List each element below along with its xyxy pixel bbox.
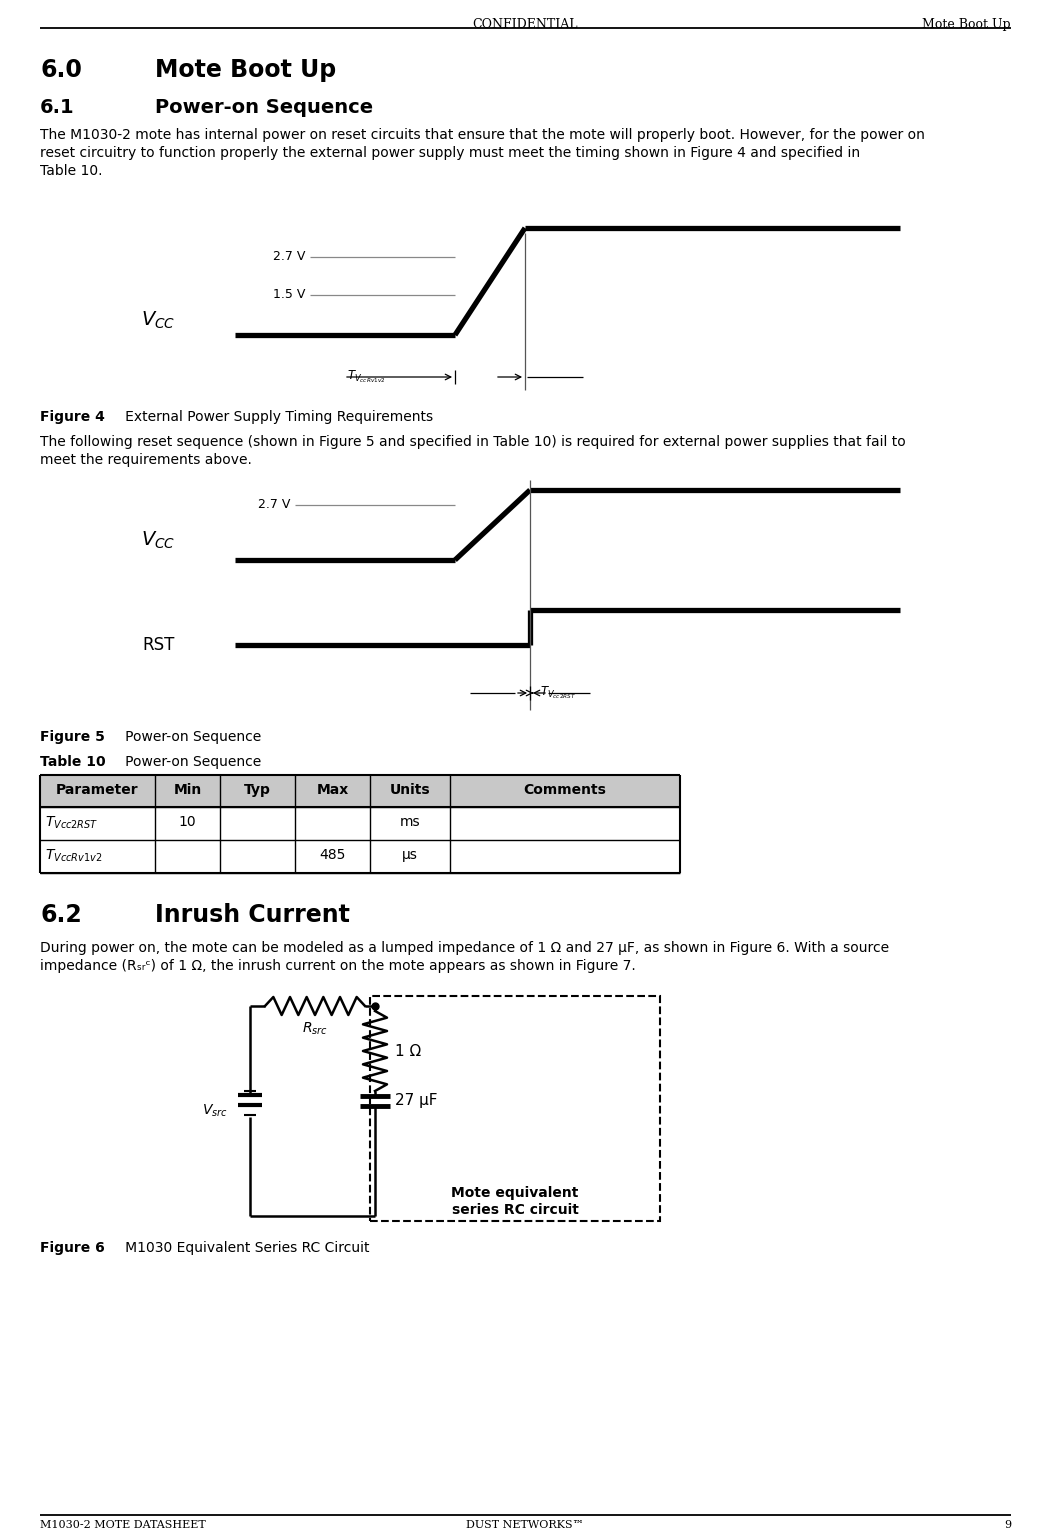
Text: $T_{Vcc2RST}$: $T_{Vcc2RST}$ [45, 815, 99, 832]
Text: series RC circuit: series RC circuit [452, 1203, 578, 1217]
Text: impedance (Rₛᵣᶜ) of 1 Ω, the inrush current on the mote appears as shown in Figu: impedance (Rₛᵣᶜ) of 1 Ω, the inrush curr… [40, 959, 636, 973]
Text: Table 10.: Table 10. [40, 163, 103, 179]
Text: Max: Max [316, 782, 349, 798]
Text: Units: Units [390, 782, 430, 798]
Text: CONFIDENTIAL: CONFIDENTIAL [472, 18, 578, 31]
Text: 2.7 V: 2.7 V [272, 251, 305, 263]
Text: 6.1: 6.1 [40, 99, 75, 117]
Text: $V_{CC}$: $V_{CC}$ [141, 310, 176, 331]
Text: Mote Boot Up: Mote Boot Up [154, 59, 336, 82]
Text: 27 μF: 27 μF [395, 1093, 437, 1109]
Text: Typ: Typ [244, 782, 271, 798]
Text: 6.2: 6.2 [40, 902, 82, 927]
Text: DUST NETWORKS™: DUST NETWORKS™ [467, 1520, 584, 1531]
Text: 485: 485 [320, 849, 346, 862]
Text: $T_{V_{cc2RST}}$: $T_{V_{cc2RST}}$ [540, 685, 576, 701]
Text: 1 Ω: 1 Ω [395, 1044, 421, 1058]
Text: Table 10: Table 10 [40, 755, 105, 768]
Text: 10: 10 [179, 815, 197, 829]
Text: Parameter: Parameter [56, 782, 139, 798]
Text: Figure 6: Figure 6 [40, 1241, 105, 1255]
Text: $T_{VccRv1v2}$: $T_{VccRv1v2}$ [45, 849, 102, 864]
Text: reset circuitry to function properly the external power supply must meet the tim: reset circuitry to function properly the… [40, 146, 860, 160]
Text: Power-on Sequence: Power-on Sequence [112, 755, 262, 768]
Text: Comments: Comments [523, 782, 606, 798]
Text: Power-on Sequence: Power-on Sequence [154, 99, 373, 117]
Text: Figure 4: Figure 4 [40, 410, 105, 424]
Text: 9: 9 [1004, 1520, 1011, 1531]
Text: $V_{CC}$: $V_{CC}$ [141, 530, 176, 551]
Text: meet the requirements above.: meet the requirements above. [40, 453, 252, 467]
Text: Mote equivalent: Mote equivalent [451, 1186, 579, 1200]
Text: Mote Boot Up: Mote Boot Up [923, 18, 1011, 31]
Text: Figure 5: Figure 5 [40, 730, 105, 744]
Text: Inrush Current: Inrush Current [154, 902, 350, 927]
Text: M1030 Equivalent Series RC Circuit: M1030 Equivalent Series RC Circuit [112, 1241, 370, 1255]
Text: μs: μs [403, 849, 418, 862]
Text: 6.0: 6.0 [40, 59, 82, 82]
Text: $V_{src}$: $V_{src}$ [202, 1103, 228, 1120]
Text: During power on, the mote can be modeled as a lumped impedance of 1 Ω and 27 μF,: During power on, the mote can be modeled… [40, 941, 889, 955]
Text: $T_{V_{ccRv1v2}}$: $T_{V_{ccRv1v2}}$ [347, 368, 386, 385]
Text: External Power Supply Timing Requirements: External Power Supply Timing Requirement… [112, 410, 433, 424]
Text: 1.5 V: 1.5 V [272, 288, 305, 302]
Text: Power-on Sequence: Power-on Sequence [112, 730, 262, 744]
Text: The following reset sequence (shown in Figure 5 and specified in Table 10) is re: The following reset sequence (shown in F… [40, 434, 906, 450]
Text: 2.7 V: 2.7 V [257, 499, 290, 511]
Text: Min: Min [173, 782, 202, 798]
Text: $R_{src}$: $R_{src}$ [302, 1021, 328, 1038]
Text: M1030-2 MOTE DATASHEET: M1030-2 MOTE DATASHEET [40, 1520, 206, 1531]
Text: RST: RST [143, 636, 176, 654]
Bar [370, 996, 660, 1221]
Bar [40, 775, 680, 807]
Text: The M1030-2 mote has internal power on reset circuits that ensure that the mote : The M1030-2 mote has internal power on r… [40, 128, 925, 142]
Text: ms: ms [399, 815, 420, 829]
